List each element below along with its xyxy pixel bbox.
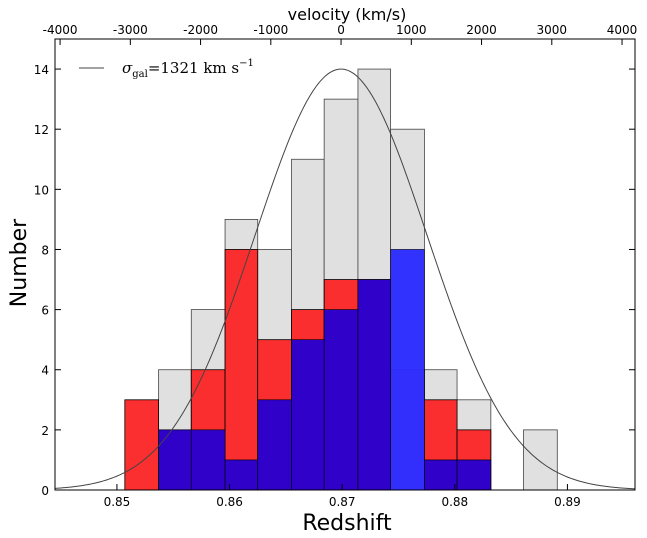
plot-frame <box>54 38 636 491</box>
bar-blue-3 <box>224 459 259 491</box>
bar-blue-4 <box>257 399 292 491</box>
x-tick-label-0: 0.85 <box>104 495 131 509</box>
bars-blue-galaxies <box>158 249 492 491</box>
bar-blue-2 <box>190 429 226 491</box>
legend-sup: −1 <box>239 58 254 69</box>
bar-red-0 <box>124 399 160 491</box>
bar-blue-7 <box>357 279 391 491</box>
bar-blue-8 <box>390 249 425 491</box>
y-tick-label-2: 4 <box>41 364 49 378</box>
y-tick-label-7: 14 <box>34 63 49 77</box>
top-tick-label-7: 3000 <box>537 23 568 37</box>
y-tick-label-4: 8 <box>41 243 49 257</box>
y-tick-label-6: 12 <box>34 123 49 137</box>
bar-blue-9 <box>424 459 458 491</box>
legend-eq: =1321 km s <box>148 59 239 77</box>
top-tick-label-3: -1000 <box>253 23 288 37</box>
y-tick-label-3: 6 <box>41 304 49 318</box>
legend-sub: gal <box>132 69 148 80</box>
tick-labels: 0.85 0.86 0.87 0.88 0.89 0 2 4 6 8 10 12 14 -4000 -300… <box>34 23 638 509</box>
top-tick-label-8: 4000 <box>607 23 638 37</box>
bar-red-3 <box>224 249 259 491</box>
gaussian-curve <box>54 68 636 490</box>
y-tick-label-1: 2 <box>41 424 49 438</box>
x-tick-label-3: 0.88 <box>441 495 468 509</box>
x-axis-title: Redshift <box>302 511 392 536</box>
y-tick-label-0: 0 <box>41 484 49 498</box>
x-tick-label-1: 0.86 <box>216 495 243 509</box>
legend-sigma: σ <box>122 59 133 77</box>
x-tick-label-2: 0.87 <box>329 495 356 509</box>
top-tick-label-5: 1000 <box>396 23 427 37</box>
bar-blue-10 <box>456 459 492 491</box>
top-tick-label-0: -4000 <box>43 23 78 37</box>
axis-ticks <box>55 39 635 491</box>
legend-label: σgal=1321 km s−1 <box>122 58 254 80</box>
bar-blue-6 <box>323 309 359 491</box>
bar-all-11 <box>523 429 558 491</box>
top-tick-label-4: 0 <box>337 23 345 37</box>
y-tick-label-5: 10 <box>34 183 49 197</box>
top-tick-label-1: -3000 <box>113 23 148 37</box>
bar-blue-5 <box>291 339 325 491</box>
legend: σgal=1321 km s−1 <box>79 58 254 80</box>
x-tick-label-4: 0.89 <box>554 495 581 509</box>
bar-blue-1 <box>158 429 192 491</box>
top-tick-label-6: 2000 <box>466 23 497 37</box>
top-axis-title: velocity (km/s) <box>288 5 407 24</box>
top-tick-label-2: -2000 <box>183 23 218 37</box>
y-axis-title: Number <box>7 218 32 307</box>
